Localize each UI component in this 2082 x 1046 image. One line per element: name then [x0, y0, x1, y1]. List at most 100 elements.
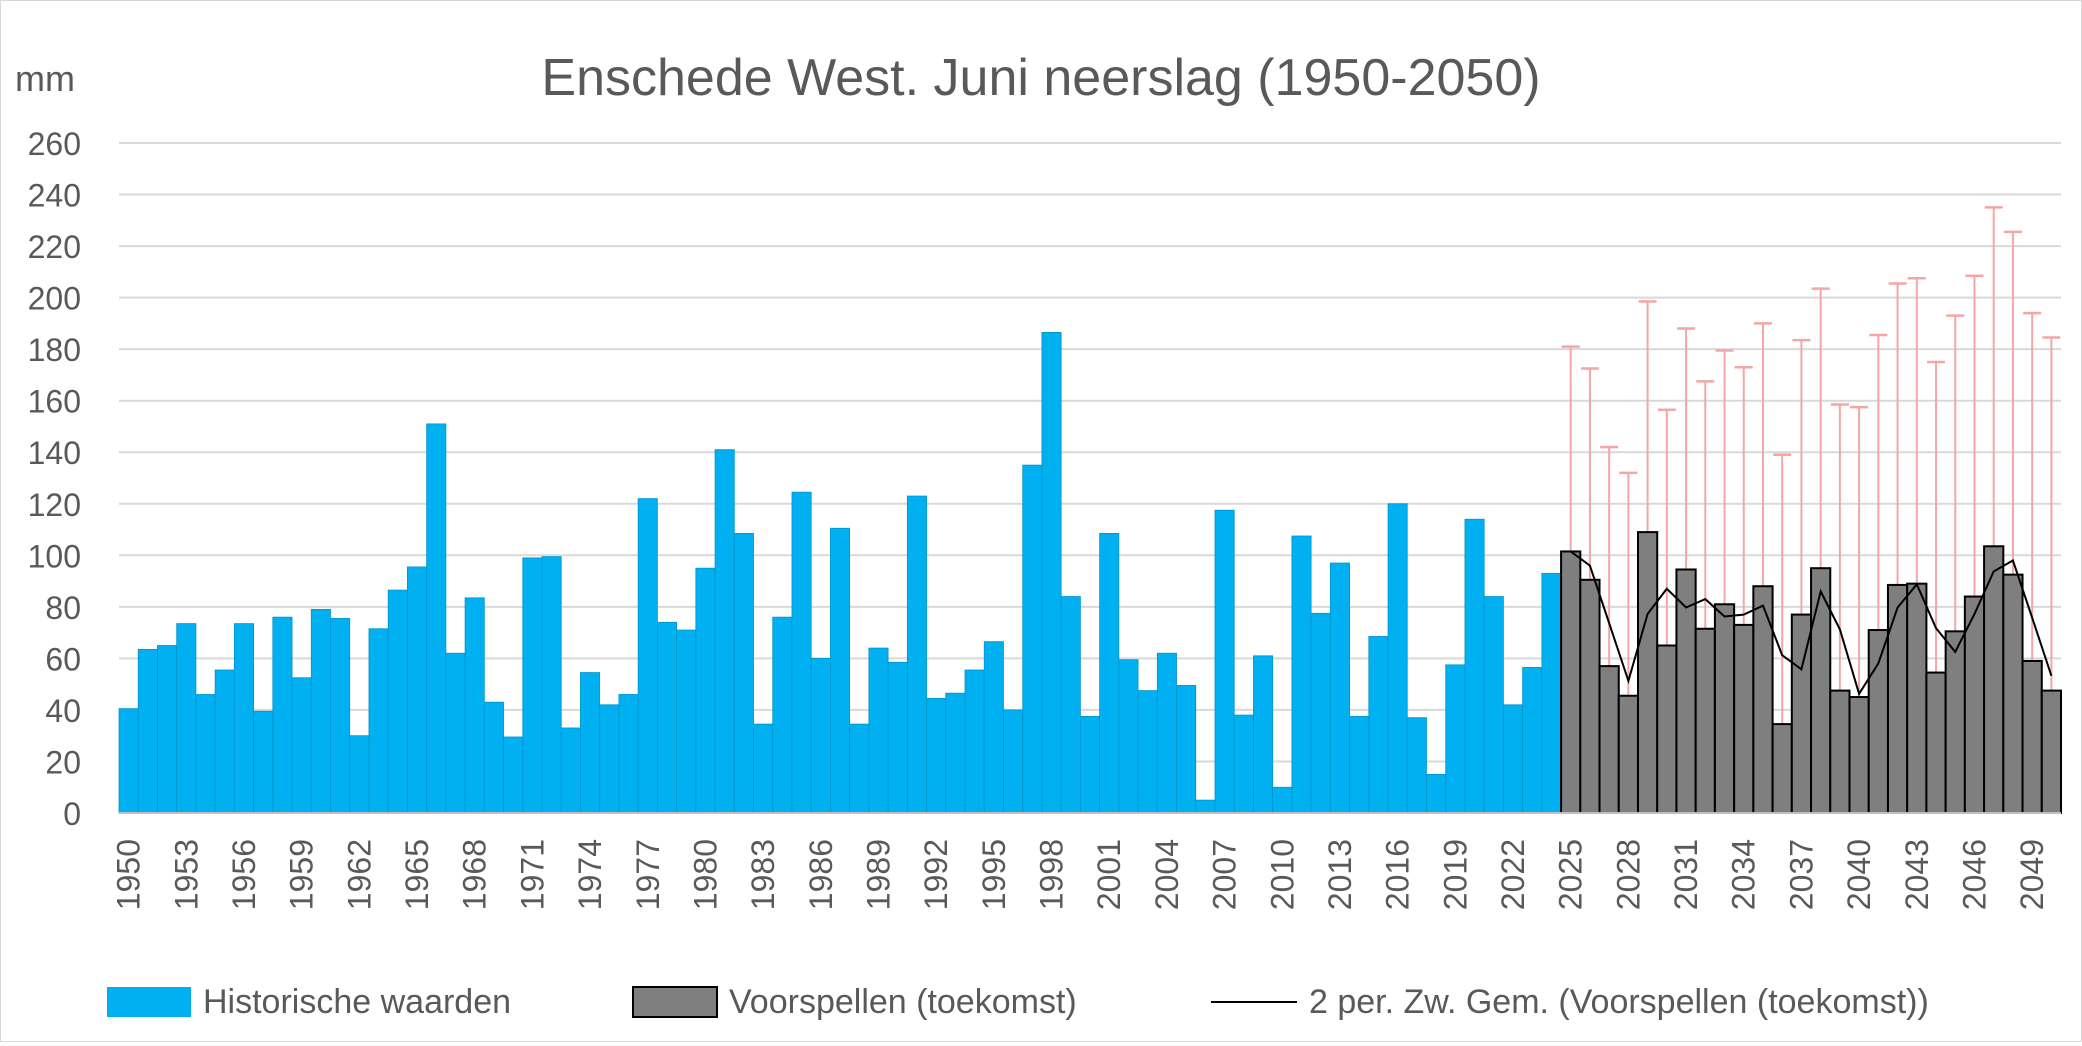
bar-historical — [407, 566, 428, 814]
y-tick-label: 100 — [28, 538, 81, 574]
bar-historical — [1099, 533, 1120, 814]
bar-historical — [1406, 717, 1427, 814]
x-tick-label: 1974 — [572, 839, 608, 910]
bar-historical — [849, 723, 870, 814]
bar-historical — [676, 629, 697, 814]
y-tick-label: 220 — [28, 229, 81, 265]
bar-historical — [157, 645, 178, 814]
bar-forecast — [1656, 644, 1678, 814]
bar-historical — [656, 621, 678, 814]
x-tick-label: 2025 — [1553, 839, 1589, 910]
bar-historical — [772, 616, 793, 814]
bar-forecast — [2021, 659, 2043, 815]
bar-historical — [464, 597, 485, 814]
bar-historical — [1233, 714, 1254, 814]
bar-forecast — [1829, 689, 1851, 814]
x-tick-label: 1986 — [803, 839, 839, 910]
x-tick-label: 2007 — [1207, 839, 1243, 910]
x-axis-ticks: 1950 1953 1956 1959 1962 1965 1968 1971 1974 1977… — [111, 839, 2051, 910]
bar-historical — [233, 623, 254, 814]
bar-historical — [137, 648, 158, 814]
bar-historical — [1349, 715, 1370, 814]
x-tick-label: 1965 — [399, 839, 435, 910]
bar-historical — [1272, 786, 1293, 814]
bar-historical — [330, 618, 351, 814]
bar-historical — [714, 449, 735, 814]
x-tick-label: 1956 — [226, 839, 262, 910]
bar-historical — [1291, 535, 1312, 814]
bar-forecast — [1944, 630, 1966, 814]
bar-historical — [291, 677, 312, 814]
y-tick-label: 80 — [45, 590, 81, 626]
x-tick-label: 2037 — [1783, 839, 1819, 910]
bar-historical — [733, 533, 754, 814]
chart-title: Enschede West. Juni neerslag (1950-2050) — [541, 49, 1540, 107]
x-tick-label: 2040 — [1841, 839, 1877, 910]
bar-historical — [368, 628, 389, 814]
x-tick-label: 2016 — [1380, 839, 1416, 910]
bar-historical — [1041, 332, 1062, 814]
legend-label-historisch: Historische waarden — [203, 983, 511, 1021]
bar-historical — [1214, 509, 1235, 814]
x-tick-label: 1959 — [284, 839, 320, 910]
y-tick-label: 20 — [45, 744, 81, 780]
bar-historical — [176, 623, 197, 814]
bar-historical — [964, 669, 985, 814]
bar-forecast — [1694, 627, 1716, 814]
x-tick-label: 2043 — [1899, 839, 1935, 910]
bar-historical — [637, 498, 658, 814]
bar-historical — [522, 557, 543, 814]
bar-historical — [1310, 612, 1331, 814]
x-tick-label: 2022 — [1495, 839, 1531, 910]
bar-historical — [618, 694, 639, 814]
y-tick-label: 240 — [28, 178, 81, 214]
x-tick-label: 1983 — [745, 839, 781, 910]
bar-forecast — [1713, 603, 1736, 814]
bar-historical — [214, 669, 235, 814]
bar-historical — [945, 692, 966, 814]
bar-historical — [272, 616, 293, 814]
bar-forecast — [2040, 689, 2062, 814]
bar-historical — [1502, 704, 1524, 814]
historical-bars — [118, 332, 1562, 814]
bar-historical — [1253, 655, 1274, 814]
bar-forecast — [1925, 671, 1947, 814]
x-tick-label: 1998 — [1034, 839, 1070, 910]
x-tick-label: 2049 — [2014, 839, 2050, 910]
bar-historical — [310, 609, 331, 814]
bar-historical — [1329, 562, 1350, 814]
bar-historical — [1137, 690, 1158, 814]
bar-historical — [1445, 664, 1466, 814]
x-tick-label: 1971 — [514, 839, 550, 910]
x-tick-label: 1962 — [341, 839, 377, 910]
y-tick-label: 180 — [28, 332, 81, 368]
legend-label-voorspellen: Voorspellen (toekomst) — [729, 983, 1077, 1021]
x-tick-label: 1950 — [111, 839, 147, 910]
bar-historical — [791, 491, 812, 814]
bar-forecast — [1598, 665, 1620, 814]
bar-historical — [926, 697, 947, 814]
bar-historical — [503, 736, 524, 814]
x-tick-label: 2034 — [1726, 839, 1762, 910]
bar-historical — [1195, 799, 1216, 814]
x-tick-label: 1992 — [918, 839, 954, 910]
bar-historical — [1368, 636, 1389, 814]
bar-forecast — [1636, 531, 1659, 814]
bar-historical — [580, 672, 601, 814]
bar-forecast — [1579, 578, 1601, 814]
bar-historical — [1483, 596, 1504, 814]
y-tick-label: 260 — [28, 126, 81, 162]
legend-swatch-historisch — [107, 987, 191, 1017]
bar-historical — [1541, 572, 1562, 814]
bar-historical — [906, 495, 927, 814]
bar-historical — [1176, 685, 1197, 814]
x-tick-label: 2031 — [1668, 839, 1704, 910]
bar-forecast — [1848, 696, 1870, 814]
y-tick-label: 200 — [28, 281, 81, 317]
x-tick-label: 1980 — [687, 839, 723, 910]
bar-historical — [1079, 715, 1101, 814]
legend: Historische waarden Voorspellen (toekoms… — [107, 983, 1929, 1021]
bar-historical — [983, 641, 1004, 814]
bar-historical — [1522, 667, 1543, 814]
y-axis-unit-label: mm — [15, 58, 75, 99]
